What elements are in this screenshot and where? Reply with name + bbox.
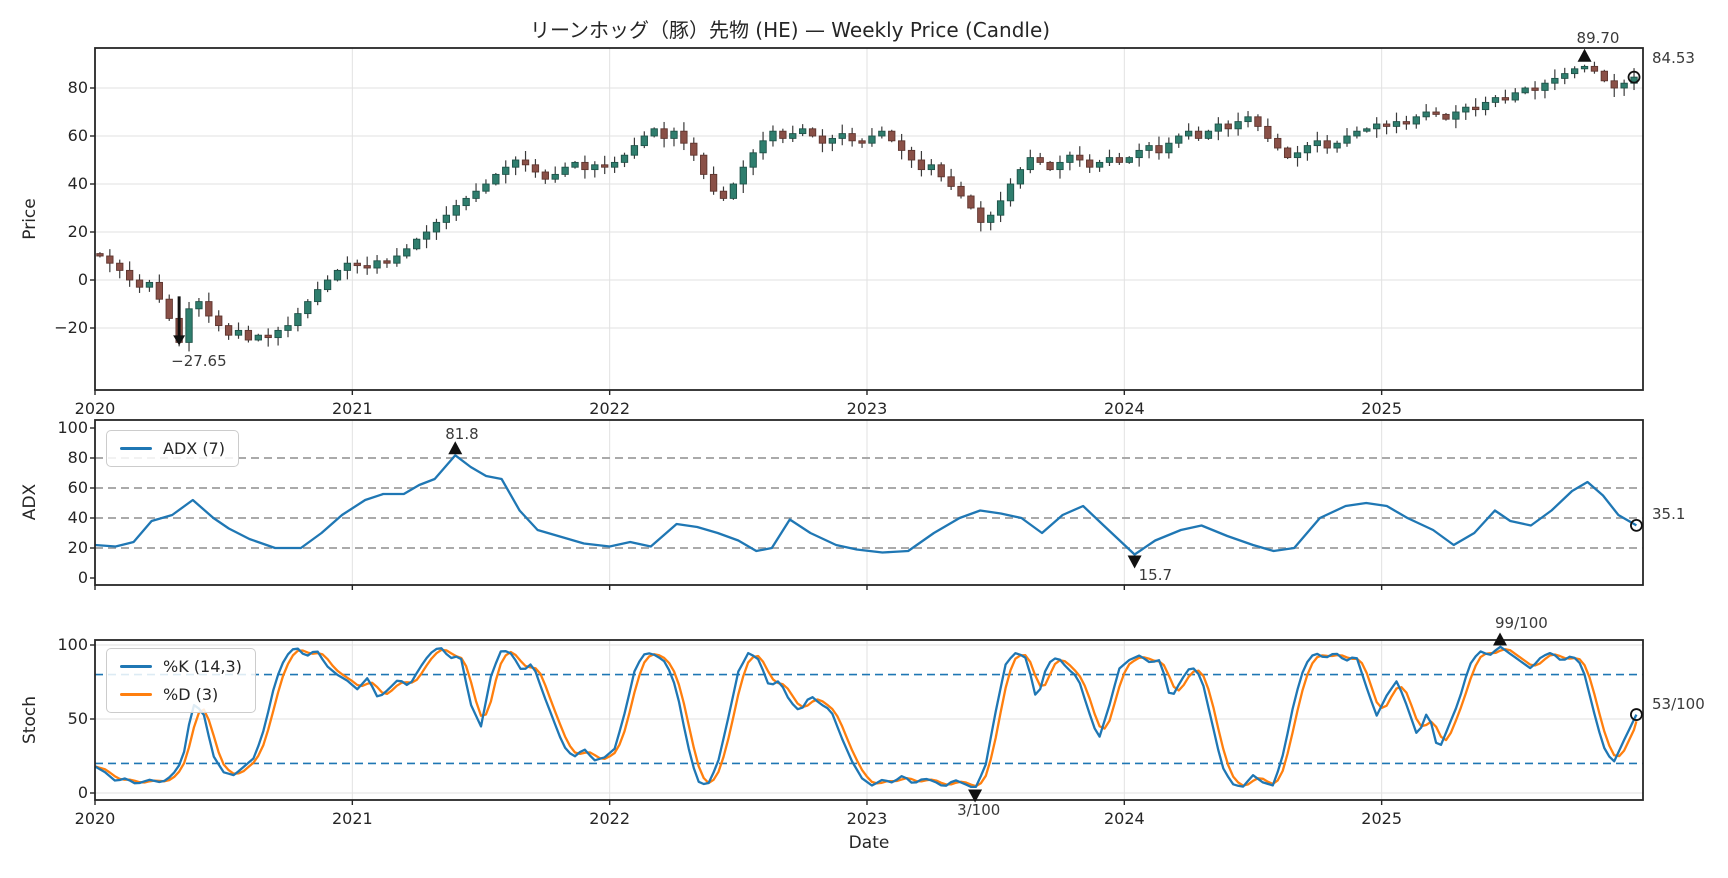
annotation-stoch-last: 53/100	[1652, 694, 1705, 713]
y-tick-label: 80	[67, 78, 88, 97]
x-tick-label: 2024	[1103, 809, 1145, 828]
y-tick-label: 50	[67, 709, 88, 728]
annotation-price-high: 89.70	[1576, 28, 1620, 47]
annotation-stoch-trough: 3/100	[957, 800, 1001, 819]
x-tick-label: 2021	[331, 399, 373, 418]
y-tick-label: 0	[77, 783, 88, 802]
legend-stoch: %K (14,3) %D (3)	[106, 648, 256, 713]
chart-title: リーンホッグ（豚）先物 (HE) — Weekly Price (Candle)	[529, 18, 1051, 42]
annotation-stoch-peak: 99/100	[1495, 614, 1548, 633]
y-axis-label-adx: ADX	[20, 483, 40, 521]
annotation-price-low: −27.65	[171, 352, 227, 371]
y-tick-label: 20	[67, 538, 88, 557]
x-tick-label: 2020	[74, 399, 116, 418]
y-tick-label: −20	[54, 318, 88, 337]
x-tick-label: 2022	[589, 809, 631, 828]
legend-item-adx: ADX (7)	[120, 439, 225, 458]
k-line-swatch	[120, 665, 152, 668]
y-tick-label: 0	[77, 270, 88, 289]
x-tick-label: 2023	[846, 809, 888, 828]
annotation-adx-peak: 81.8	[445, 425, 479, 444]
x-tick-label: 2020	[74, 809, 116, 828]
y-tick-label: 20	[67, 222, 88, 241]
x-tick-label: 2025	[1361, 809, 1402, 828]
x-tick-label: 2023	[846, 399, 888, 418]
y-tick-label: 60	[67, 478, 88, 497]
x-tick-label: 2022	[589, 399, 631, 418]
x-tick-label: 2024	[1103, 399, 1145, 418]
legend-label-adx: ADX (7)	[163, 439, 225, 458]
d-line-swatch	[120, 693, 152, 696]
x-tick-label: 2021	[331, 809, 373, 828]
annotation-adx-trough: 15.7	[1138, 566, 1173, 585]
legend-label-d: %D (3)	[163, 685, 219, 704]
y-tick-label: 80	[67, 448, 88, 467]
y-axis-label-price: Price	[20, 198, 40, 240]
legend-item-k: %K (14,3)	[120, 657, 242, 676]
x-axis-label-date: Date	[848, 833, 890, 853]
y-axis-label-stoch: Stoch	[20, 696, 40, 744]
y-tick-label: 100	[57, 418, 88, 437]
y-tick-label: 40	[67, 508, 88, 527]
adx-line-swatch	[120, 447, 152, 450]
legend-label-k: %K (14,3)	[163, 657, 242, 676]
legend-item-d: %D (3)	[120, 685, 242, 704]
y-tick-label: 100	[57, 635, 88, 654]
annotation-price-last: 84.53	[1652, 49, 1695, 68]
y-tick-label: 40	[67, 174, 88, 193]
y-tick-label: 0	[77, 568, 88, 587]
y-tick-label: 60	[67, 126, 88, 145]
x-tick-label: 2025	[1361, 399, 1402, 418]
annotation-adx-last: 35.1	[1652, 505, 1686, 524]
legend-adx: ADX (7)	[106, 430, 239, 467]
